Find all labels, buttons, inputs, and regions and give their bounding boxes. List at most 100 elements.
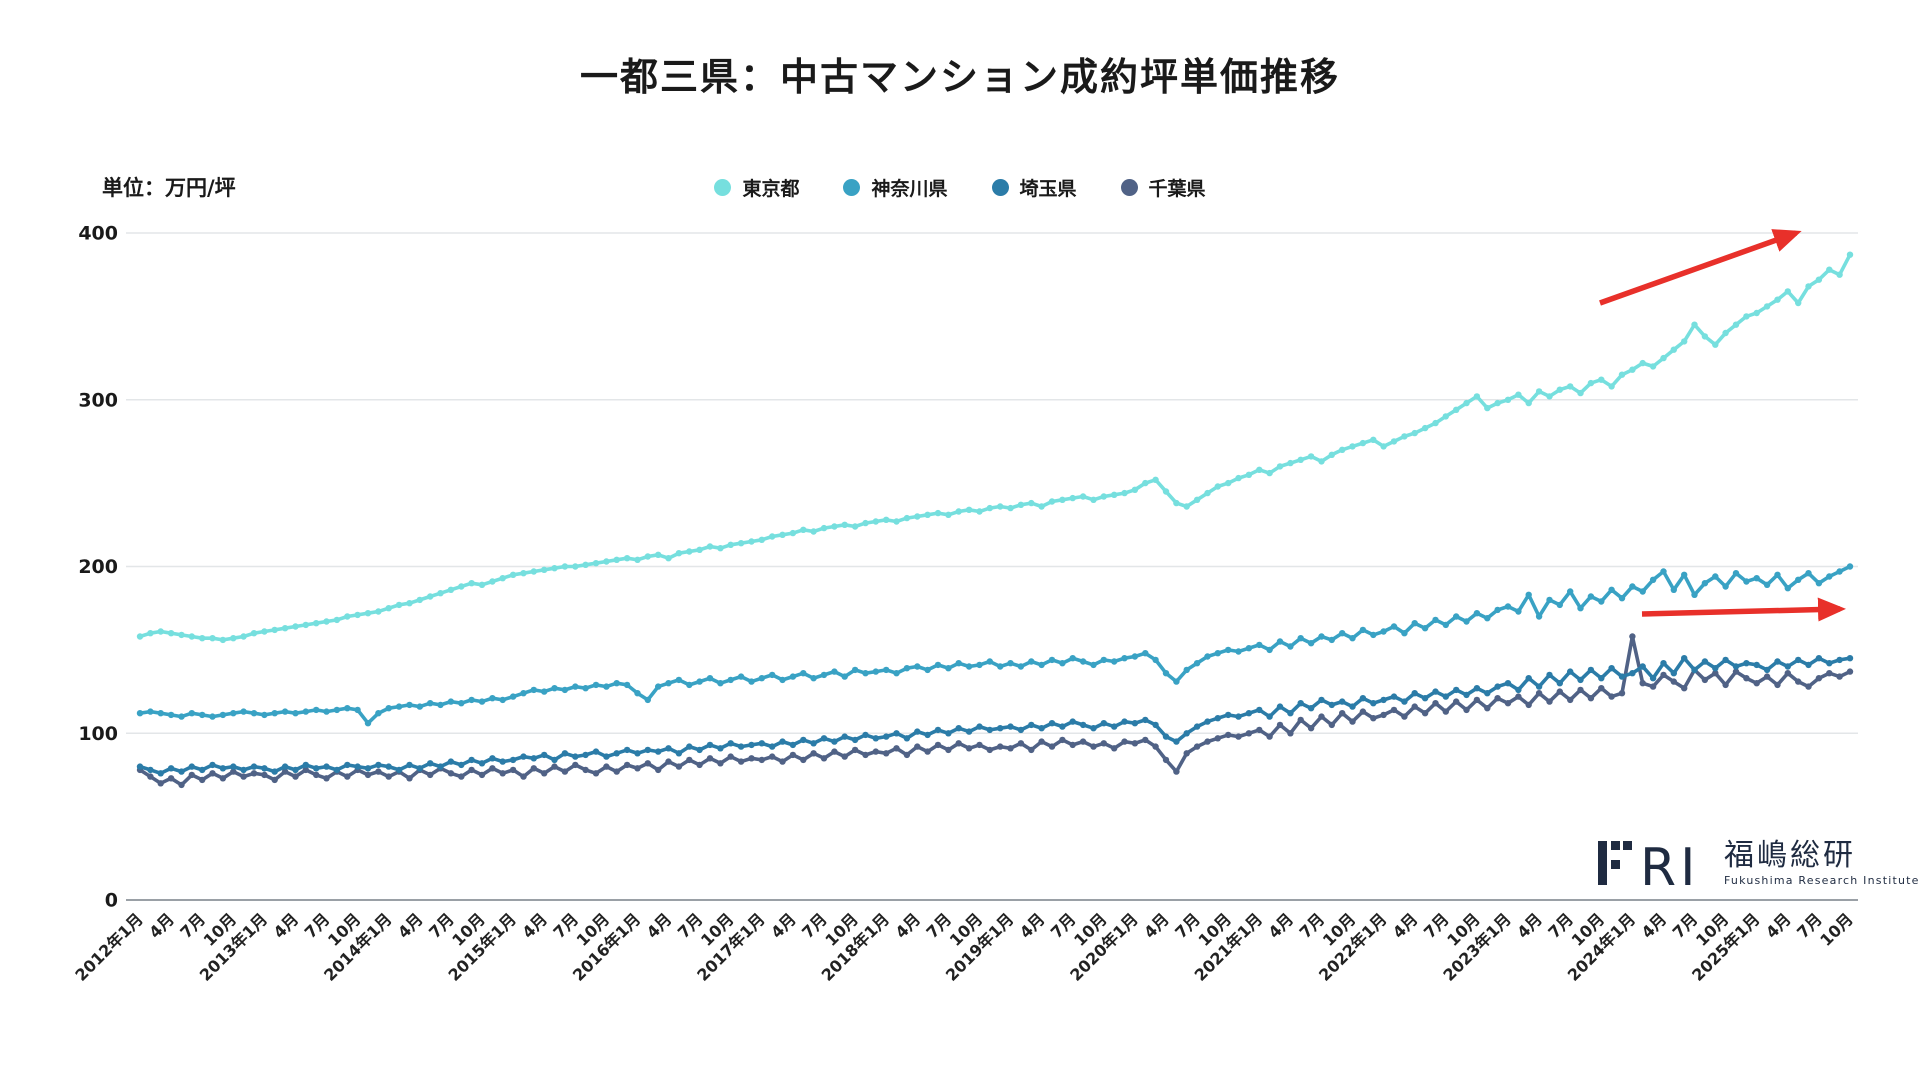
data-point (561, 563, 569, 570)
data-point (271, 776, 278, 784)
data-point (582, 751, 589, 759)
data-point (1681, 685, 1688, 692)
data-point (509, 693, 517, 700)
data-point (1763, 581, 1771, 588)
data-point (147, 630, 154, 637)
data-point (1577, 389, 1584, 397)
data-point (717, 745, 724, 752)
data-point (924, 666, 931, 674)
data-point (167, 711, 175, 719)
data-point (199, 766, 206, 774)
data-point (872, 518, 879, 525)
data-point (230, 768, 237, 775)
data-point (323, 618, 330, 625)
data-point (769, 753, 776, 760)
unit-label: 単位：万円/坪 (102, 176, 236, 200)
data-point (1701, 580, 1709, 587)
data-point (1546, 671, 1553, 679)
data-point (1494, 399, 1501, 407)
data-point (1090, 661, 1097, 669)
data-point (147, 708, 154, 715)
x-tick-label: 4月 (767, 909, 800, 942)
fri-logo: RI 福嶋総研 Fukushima Research Institute (1596, 834, 1920, 892)
x-tick-label: 4月 (643, 909, 676, 942)
x-tick-label: 4月 (1265, 909, 1298, 942)
data-point (1432, 688, 1439, 695)
data-point (1328, 721, 1336, 729)
data-point (478, 581, 486, 588)
data-point (717, 760, 724, 767)
data-point (623, 761, 631, 769)
data-point (1577, 686, 1584, 694)
data-point (1069, 741, 1076, 749)
data-point (1193, 496, 1201, 503)
data-point (1670, 586, 1678, 593)
data-point (1546, 596, 1553, 604)
data-point (934, 661, 942, 669)
data-point (603, 683, 610, 690)
data-point (1017, 501, 1025, 508)
data-point (395, 703, 403, 710)
data-point (686, 743, 693, 750)
data-point (344, 773, 351, 780)
data-point (1763, 303, 1771, 310)
data-point (1173, 768, 1180, 775)
data-point (1297, 700, 1304, 707)
data-point (468, 696, 475, 704)
data-point (1411, 429, 1418, 437)
data-point (1463, 399, 1470, 407)
data-point (800, 756, 807, 764)
data-point (1618, 595, 1626, 602)
data-point (1629, 583, 1636, 590)
data-point (1691, 321, 1698, 328)
data-point (1795, 678, 1802, 685)
data-point (561, 686, 569, 694)
data-point (302, 621, 309, 629)
data-point (1494, 683, 1501, 690)
data-point (1370, 715, 1377, 722)
data-point (136, 633, 144, 640)
data-point (1152, 476, 1159, 483)
data-point (1287, 710, 1294, 717)
data-point (1028, 721, 1035, 729)
data-point (572, 563, 579, 570)
data-point (924, 511, 931, 518)
data-point (437, 701, 444, 709)
data-point (458, 773, 465, 780)
data-point (1297, 456, 1304, 463)
data-point (458, 761, 465, 769)
data-point (1815, 580, 1823, 587)
data-point (1815, 276, 1823, 283)
data-point (209, 770, 216, 777)
data-point (997, 503, 1004, 510)
data-point (1069, 494, 1076, 502)
data-point (1142, 736, 1149, 744)
data-point (675, 550, 683, 557)
data-point (706, 543, 714, 550)
data-point (313, 620, 320, 627)
data-point (437, 590, 444, 597)
data-point (281, 768, 289, 775)
data-point (333, 616, 341, 624)
data-point (1525, 675, 1532, 682)
data-point (592, 681, 600, 689)
data-point (230, 710, 237, 717)
data-point (1307, 705, 1315, 712)
data-point (1763, 673, 1771, 680)
data-point (1359, 439, 1367, 447)
data-point (883, 666, 890, 674)
data-point (1059, 723, 1066, 730)
data-point (1121, 718, 1128, 725)
data-point (1380, 696, 1387, 704)
data-point (499, 770, 506, 777)
data-point (1152, 721, 1159, 729)
data-point (1826, 266, 1833, 273)
data-point (1774, 571, 1781, 578)
data-point (1183, 666, 1190, 674)
data-point (1681, 338, 1688, 345)
data-point (1639, 588, 1646, 595)
data-point (406, 775, 413, 782)
data-point (250, 770, 258, 777)
data-point (427, 760, 434, 767)
data-point (1743, 313, 1750, 320)
